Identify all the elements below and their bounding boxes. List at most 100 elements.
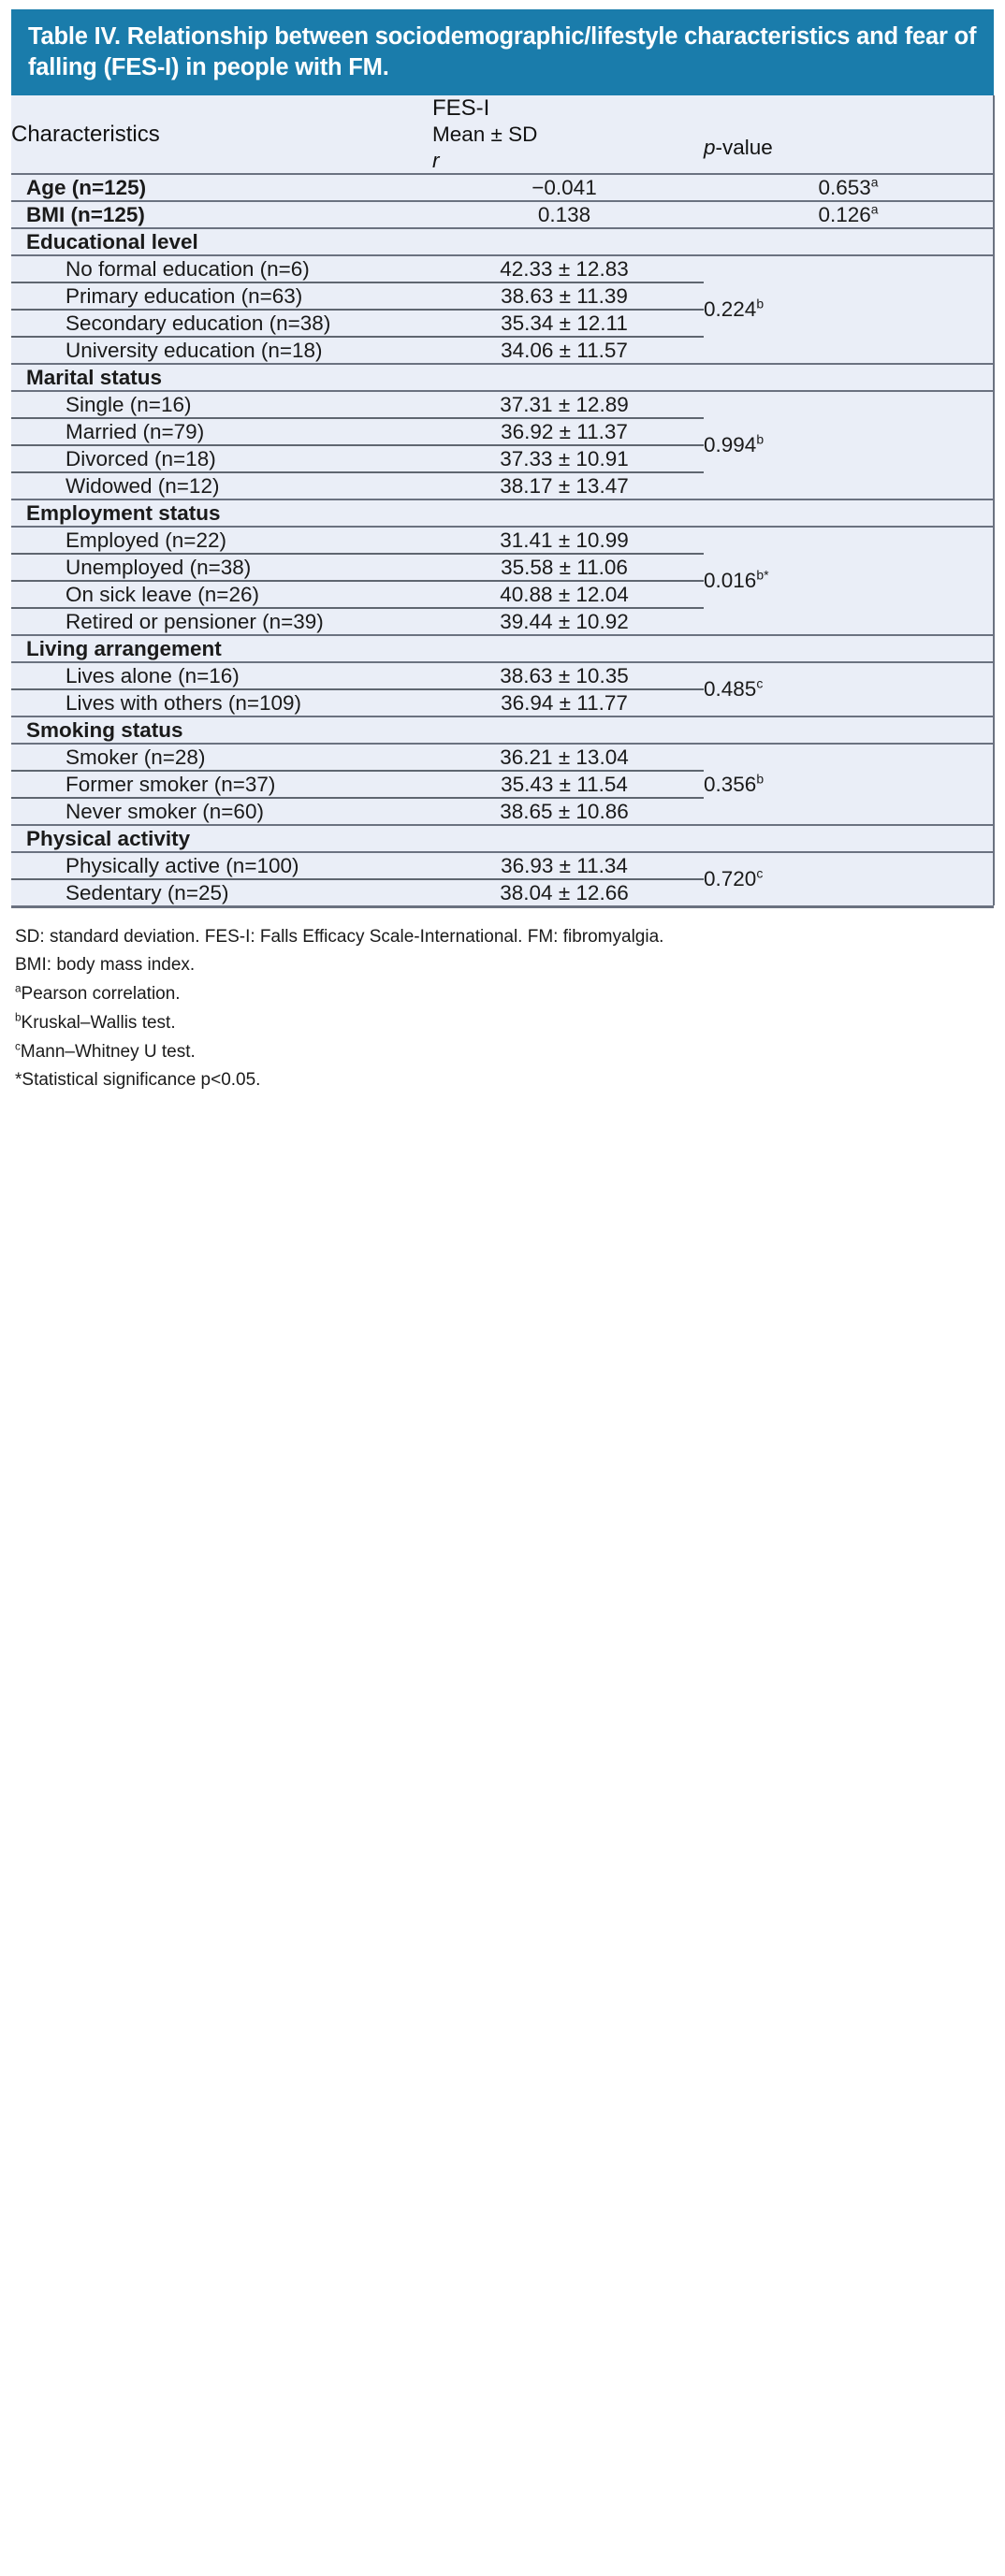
table-row: University education (n=18) 34.06 ± 11.57 [11,336,994,365]
p-value-text: 0.126a [818,201,879,227]
footnote-line: cMann–Whitney U test. [15,1038,990,1067]
header-p-italic: p [704,135,716,159]
footnote-text: *Statistical significance p<0.05. [15,1070,261,1091]
group-heading-label: Living arrangement [11,634,432,663]
table-row: Former smoker (n=37) 35.43 ± 11.54 [11,770,994,799]
table-head: Characteristics FES-I Mean ± SD r p-valu… [11,95,994,176]
table-row: Sedentary (n=25) 38.04 ± 12.66 [11,878,994,906]
footnote-line: aPearson correlation. [15,980,990,1009]
row-label: Never smoker (n=60) [11,797,432,826]
p-value-text: 0.356b [704,771,765,796]
table-row: Retired or pensioner (n=39) 39.44 ± 10.92 [11,607,994,636]
group-heading-spacer [704,824,994,853]
row-value: 31.41 ± 10.99 [432,526,704,555]
p-value-superscript: a [870,201,879,217]
group-heading-label: Educational level [11,227,432,256]
table-row: Employed (n=22) 31.41 ± 10.99 0.016b* [11,526,994,636]
row-p-value: 0.126a [704,200,994,229]
row-value: 42.33 ± 12.83 [432,254,704,283]
row-value: 0.138 [432,200,704,229]
p-value-text: 0.720c [704,865,764,891]
group-p-value: 0.720c [704,851,994,906]
row-label: Employed (n=22) [11,526,432,555]
group-heading-spacer [432,634,704,663]
footnote-marker: c [15,1040,21,1053]
row-label: Lives alone (n=16) [11,661,432,690]
footnote-text: Kruskal–Wallis test. [21,1012,176,1033]
group-p-value: 0.356b [704,743,994,826]
table-row: Age (n=125) −0.041 0.653a [11,173,994,202]
table-figure: Table IV. Relationship between sociodemo… [0,0,1005,1115]
footnote-text: Pearson correlation. [21,984,181,1005]
group-p-value: 0.485c [704,661,994,717]
table-row: On sick leave (n=26) 40.88 ± 12.04 [11,580,994,609]
table-row: No formal education (n=6) 42.33 ± 12.83 0.… [11,254,994,365]
table-row: Never smoker (n=60) 38.65 ± 10.86 [11,797,994,826]
row-label: Married (n=79) [11,417,432,446]
row-label: BMI (n=125) [11,200,432,229]
group-heading-spacer [432,227,704,256]
row-label: Primary education (n=63) [11,282,432,311]
group-heading-spacer [432,363,704,392]
group-heading-row: Smoking status [11,716,994,745]
row-label: Secondary education (n=38) [11,309,432,338]
row-p-value: 0.653a [704,173,994,202]
footnote-text: SD: standard deviation. FES-I: Falls Eff… [15,926,664,947]
footnote-line: SD: standard deviation. FES-I: Falls Eff… [15,923,990,952]
header-mean-sd-label: Mean ± SD [432,123,538,147]
row-label: Age (n=125) [11,173,432,202]
p-value-superscript: b [756,771,765,787]
row-value: 38.63 ± 11.39 [432,282,704,311]
group-heading-spacer [432,499,704,528]
group-p-value: 0.224b [704,254,994,365]
table-row: Widowed (n=12) 38.17 ± 13.47 [11,471,994,500]
row-label: Former smoker (n=37) [11,770,432,799]
p-value-superscript: b* [756,567,769,583]
header-p-rest: -value [715,135,773,159]
table-row: Lives alone (n=16) 38.63 ± 10.35 0.485c [11,661,994,717]
row-value: 35.43 ± 11.54 [432,770,704,799]
group-heading-spacer [432,824,704,853]
table-row: Single (n=16) 37.31 ± 12.89 0.994b [11,390,994,500]
group-heading-row: Educational level [11,227,994,256]
row-label: Physically active (n=100) [11,851,432,880]
row-label: University education (n=18) [11,336,432,365]
row-label: On sick leave (n=26) [11,580,432,609]
group-heading-row: Employment status [11,499,994,528]
p-value-text: 0.653a [818,174,879,200]
row-value: 38.04 ± 12.66 [432,878,704,906]
row-value: 38.65 ± 10.86 [432,797,704,826]
header-p-value: p-value [704,122,994,176]
data-table: Characteristics FES-I Mean ± SD r p-valu… [11,95,995,906]
header-row-sub: Mean ± SD r p-value [11,122,994,176]
row-label: Smoker (n=28) [11,743,432,772]
footnote-text: Mann–Whitney U test. [20,1041,196,1062]
row-label: Sedentary (n=25) [11,878,432,906]
row-label: Retired or pensioner (n=39) [11,607,432,636]
table-footnotes: SD: standard deviation. FES-I: Falls Eff… [11,908,994,1106]
row-value: 36.92 ± 11.37 [432,417,704,446]
row-label: Divorced (n=18) [11,444,432,473]
row-value: 36.93 ± 11.34 [432,851,704,880]
p-value-text: 0.485c [704,675,764,702]
group-heading-spacer [704,716,994,745]
table-row: Primary education (n=63) 38.63 ± 11.39 [11,282,994,311]
header-group-fesi: FES-I [432,95,490,122]
row-value: 36.94 ± 11.77 [432,688,704,717]
table-row: Smoker (n=28) 36.21 ± 13.04 0.356b [11,743,994,826]
row-value: 38.63 ± 10.35 [432,661,704,690]
header-characteristics: Characteristics [11,121,160,147]
group-p-value: 0.994b [704,390,994,500]
group-heading-label: Employment status [11,499,432,528]
row-value: 37.31 ± 12.89 [432,390,704,419]
row-label: Widowed (n=12) [11,471,432,500]
row-label: Single (n=16) [11,390,432,419]
row-label: Unemployed (n=38) [11,553,432,582]
group-heading-row: Physical activity [11,824,994,853]
p-value-text: 0.224b [704,296,765,322]
p-value-superscript: a [870,174,879,190]
header-r-label: r [432,148,440,172]
group-p-value: 0.016b* [704,526,994,636]
table-bottom-rule [11,905,994,908]
footnote-marker: a [15,982,22,995]
